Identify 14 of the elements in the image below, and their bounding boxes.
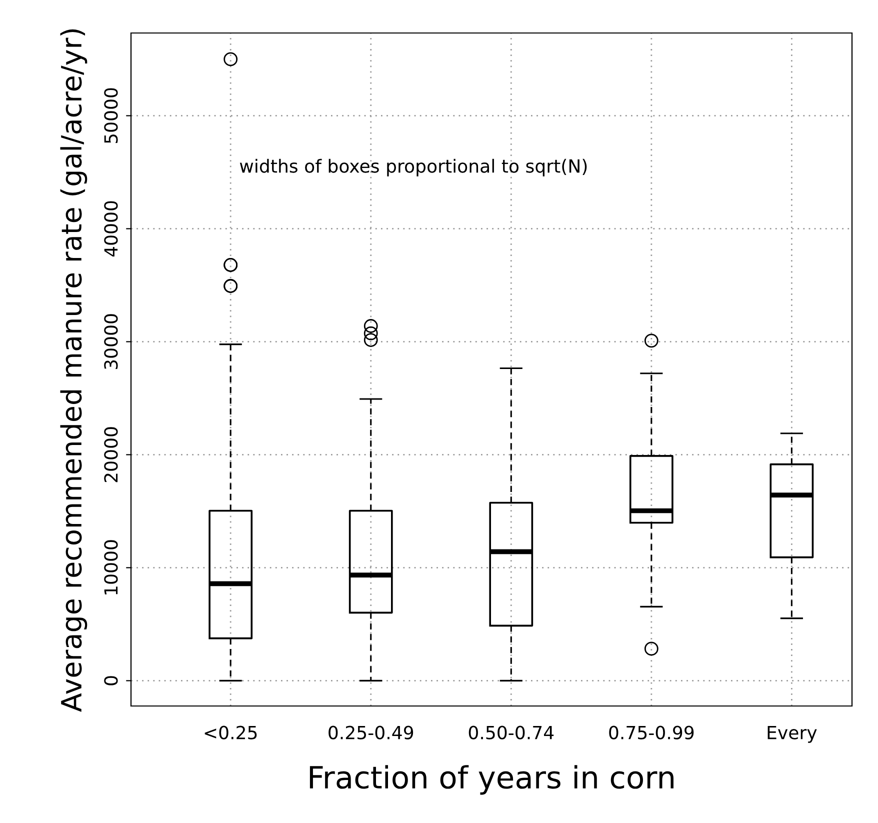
y-tick-label: 50000: [104, 88, 118, 144]
x-tick-label: Every: [768, 726, 817, 743]
x-tick-label: 0.75-0.99: [609, 726, 694, 740]
y-axis-title: Average recommended manure rate (gal/acre/yr): [60, 29, 88, 712]
y-tick-label: 10000: [104, 540, 118, 594]
y-tick-label: 30000: [104, 314, 118, 370]
annotation: widths of boxes proportional to sqrt(N): [240, 158, 587, 176]
x-tick-label: 0.25-0.49: [328, 726, 414, 740]
x-tick-label: <0.25: [204, 726, 257, 740]
x-axis-title: Fraction of years in corn: [310, 765, 674, 795]
x-tick-label: 0.50-0.74: [468, 726, 554, 740]
y-tick-label: 0: [104, 676, 118, 686]
y-tick-label: 40000: [104, 201, 118, 257]
y-tick-label: 20000: [104, 427, 118, 482]
